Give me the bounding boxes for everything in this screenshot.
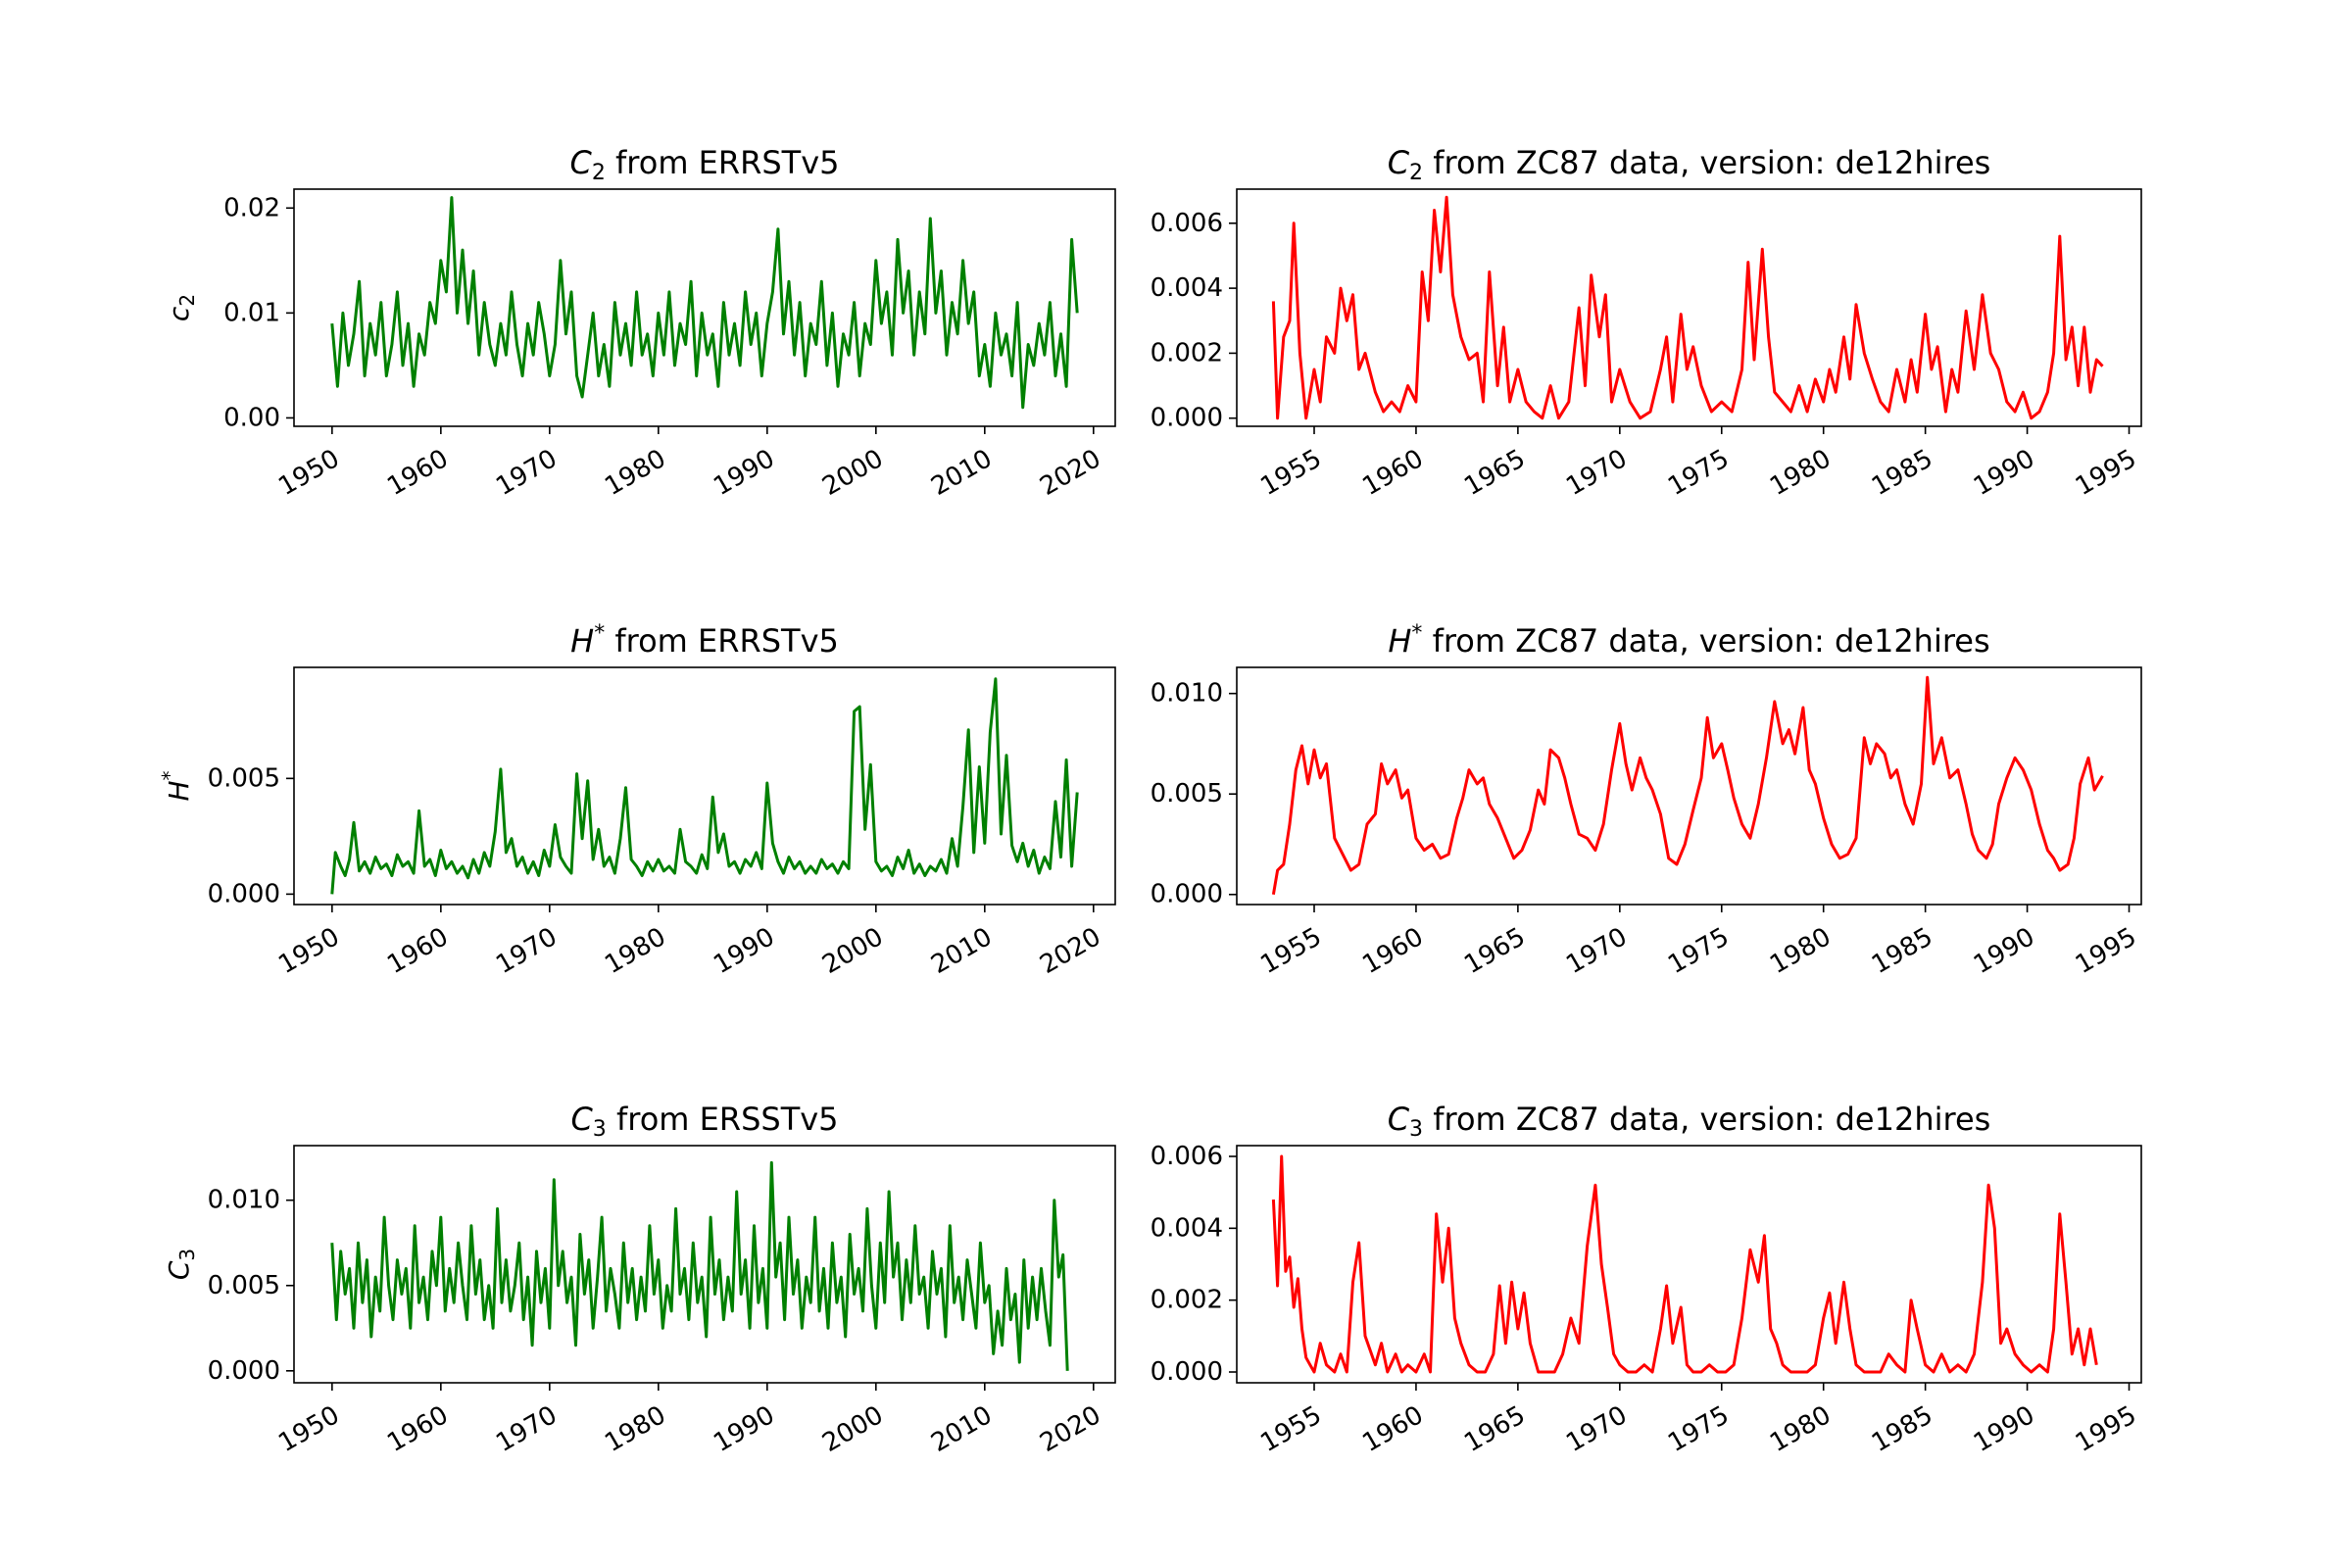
x-tick-label: 1960 (382, 1400, 453, 1458)
x-tick-label: 1980 (600, 1400, 670, 1458)
axes-frame (1236, 1145, 2142, 1384)
y-tick-label: 0.006 (1151, 1142, 1223, 1171)
x-tick-label: 1970 (491, 1400, 562, 1458)
x-tick-label: 2010 (926, 922, 997, 980)
x-tick-label: 1965 (1459, 922, 1530, 980)
x-tick-label: 1960 (382, 444, 453, 502)
x-tick-label: 1995 (2071, 922, 2141, 980)
x-tick-label: 1975 (1663, 1400, 1734, 1458)
series-line-h-zc87 (1271, 675, 2104, 895)
subplot-title: C2 from ERRSTv5 (570, 144, 840, 185)
axes-frame (293, 666, 1116, 906)
x-tick-label: 1990 (709, 922, 779, 980)
subplot-c3-zc87: 1955 1960 1965 1970 1975 1980 1985 1990 1995 0.00… (1151, 1101, 2142, 1458)
x-tick-label: 1960 (1357, 922, 1428, 980)
x-tick-label: 1950 (273, 444, 344, 502)
x-tick-label: 1980 (1765, 444, 1836, 502)
x-tick-label: 1980 (1765, 1400, 1836, 1458)
x-tick-label: 1950 (273, 922, 344, 980)
x-tick-label: 1980 (600, 922, 670, 980)
y-tick-label: 0.00 (223, 403, 280, 432)
series-line-c3-ersst (330, 1160, 1069, 1371)
y-tick-label: 0.004 (1151, 273, 1223, 303)
subplot-h-zc87: 1955 1960 1965 1970 1975 1980 1985 1990 1995 0.00… (1151, 621, 2142, 980)
x-tick-label: 1955 (1255, 1400, 1326, 1458)
axes-frame (1236, 188, 2142, 427)
x-tick-label: 1970 (1561, 1400, 1632, 1458)
y-tick-label: 0.004 (1151, 1213, 1223, 1243)
y-tick-label: 0.002 (1151, 338, 1223, 368)
x-tick-label: 1965 (1459, 1400, 1530, 1458)
y-tick-label: 0.000 (1151, 880, 1223, 909)
y-tick-label: 0.005 (208, 763, 280, 793)
x-tick-label: 1970 (1561, 922, 1632, 980)
x-tick-label: 1960 (1357, 444, 1428, 502)
axes-frame (1236, 666, 2142, 906)
subplot-title: H* from ZC87 data, version: de12hires (1388, 621, 1989, 660)
y-tick-label: 0.02 (223, 193, 280, 222)
x-tick-label: 1980 (600, 444, 670, 502)
x-tick-label: 2010 (926, 444, 997, 502)
series-line-c2-zc87 (1271, 195, 2104, 420)
x-tick-label: 2000 (817, 1400, 888, 1458)
y-tick-label: 0.006 (1151, 209, 1223, 238)
axes-frame (293, 1145, 1116, 1384)
x-tick-label: 1990 (709, 1400, 779, 1458)
subplot-c3-ersst: 1950 1960 1970 1980 1990 2000 2010 2020 0.000 0.0… (163, 1101, 1116, 1458)
subplot-c2-zc87: 1955 1960 1965 1970 1975 1980 1985 1990 1995 0.00… (1151, 144, 2142, 502)
subplot-h-ersst: 1950 1960 1970 1980 1990 2000 2010 2020 0.000 0.0… (158, 621, 1116, 980)
subplot-c2-ersst: 1950 1960 1970 1980 1990 2000 2010 2020 0.00 0.01… (163, 144, 1116, 502)
x-tick-label: 1985 (1867, 922, 1937, 980)
axes-frame (293, 188, 1116, 427)
x-tick-label: 1980 (1765, 922, 1836, 980)
y-tick-label: 0.005 (1151, 779, 1223, 808)
x-tick-label: 2010 (926, 1400, 997, 1458)
x-tick-label: 1995 (2071, 1400, 2141, 1458)
x-tick-label: 1955 (1255, 444, 1326, 502)
x-tick-label: 1985 (1867, 444, 1937, 502)
y-tick-label: 0.000 (208, 879, 280, 908)
x-tick-label: 1995 (2071, 444, 2141, 502)
x-tick-label: 2000 (817, 444, 888, 502)
y-tick-label: 0.000 (208, 1356, 280, 1386)
x-tick-label: 1960 (382, 922, 453, 980)
x-tick-label: 1950 (273, 1400, 344, 1458)
x-tick-label: 1960 (1357, 1400, 1428, 1458)
y-tick-label: 0.010 (208, 1186, 280, 1215)
subplot-title: C2 from ZC87 data, version: de12hires (1388, 144, 1991, 185)
y-axis-label: H* (158, 770, 195, 801)
x-tick-label: 1970 (491, 444, 562, 502)
series-line-h-ersst (330, 677, 1079, 895)
y-tick-label: 0.01 (223, 298, 280, 327)
x-tick-label: 2000 (817, 922, 888, 980)
y-axis-label: C3 (163, 1249, 199, 1280)
x-tick-label: 1990 (1969, 922, 2039, 980)
x-tick-label: 1970 (1561, 444, 1632, 502)
subplot-title: C3 from ERSSTv5 (570, 1101, 838, 1142)
y-tick-label: 0.010 (1151, 679, 1223, 709)
x-tick-label: 2020 (1035, 1400, 1105, 1458)
series-line-c3-zc87 (1271, 1154, 2098, 1374)
series-line-c2-ersst (330, 196, 1079, 410)
y-tick-label: 0.000 (1151, 1357, 1223, 1387)
subplot-title: C3 from ZC87 data, version: de12hires (1388, 1101, 1991, 1142)
x-tick-label: 1965 (1459, 444, 1530, 502)
x-tick-label: 2020 (1035, 444, 1105, 502)
subplot-title: H* from ERRSTv5 (570, 621, 839, 660)
x-tick-label: 1970 (491, 922, 562, 980)
x-tick-label: 2020 (1035, 922, 1105, 980)
x-tick-label: 1955 (1255, 922, 1326, 980)
y-tick-label: 0.005 (208, 1271, 280, 1300)
x-tick-label: 1975 (1663, 922, 1734, 980)
x-tick-label: 1990 (1969, 444, 2039, 502)
y-tick-label: 0.002 (1151, 1286, 1223, 1315)
x-tick-label: 1975 (1663, 444, 1734, 502)
subplot-grid: 1950 1960 1970 1980 1990 2000 2010 2020 0.00 0.01… (158, 144, 2142, 1458)
y-tick-label: 0.000 (1151, 404, 1223, 433)
x-tick-label: 1985 (1867, 1400, 1937, 1458)
x-tick-label: 1990 (709, 444, 779, 502)
y-axis-label: c2 (163, 294, 199, 321)
x-tick-label: 1990 (1969, 1400, 2039, 1458)
